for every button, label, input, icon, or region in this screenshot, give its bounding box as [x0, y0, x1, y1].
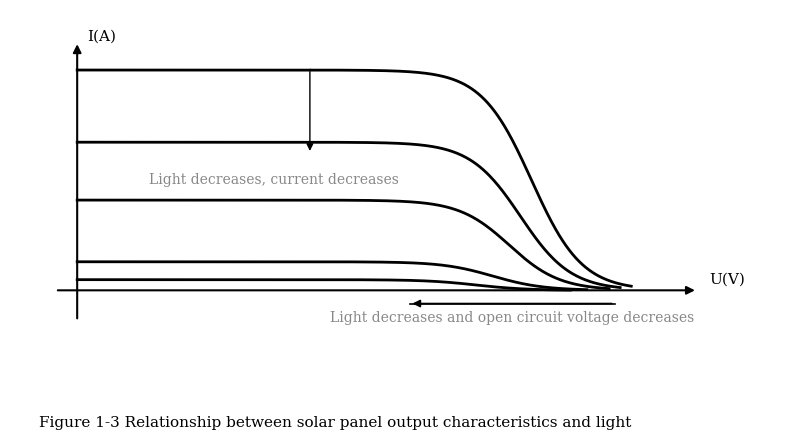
Text: U(V): U(V) — [709, 273, 744, 287]
Text: Light decreases and open circuit voltage decreases: Light decreases and open circuit voltage… — [330, 311, 694, 325]
Text: Figure 1-3 Relationship between solar panel output characteristics and light: Figure 1-3 Relationship between solar pa… — [39, 416, 632, 430]
Text: Light decreases, current decreases: Light decreases, current decreases — [149, 173, 399, 187]
Text: I(A): I(A) — [87, 30, 116, 44]
